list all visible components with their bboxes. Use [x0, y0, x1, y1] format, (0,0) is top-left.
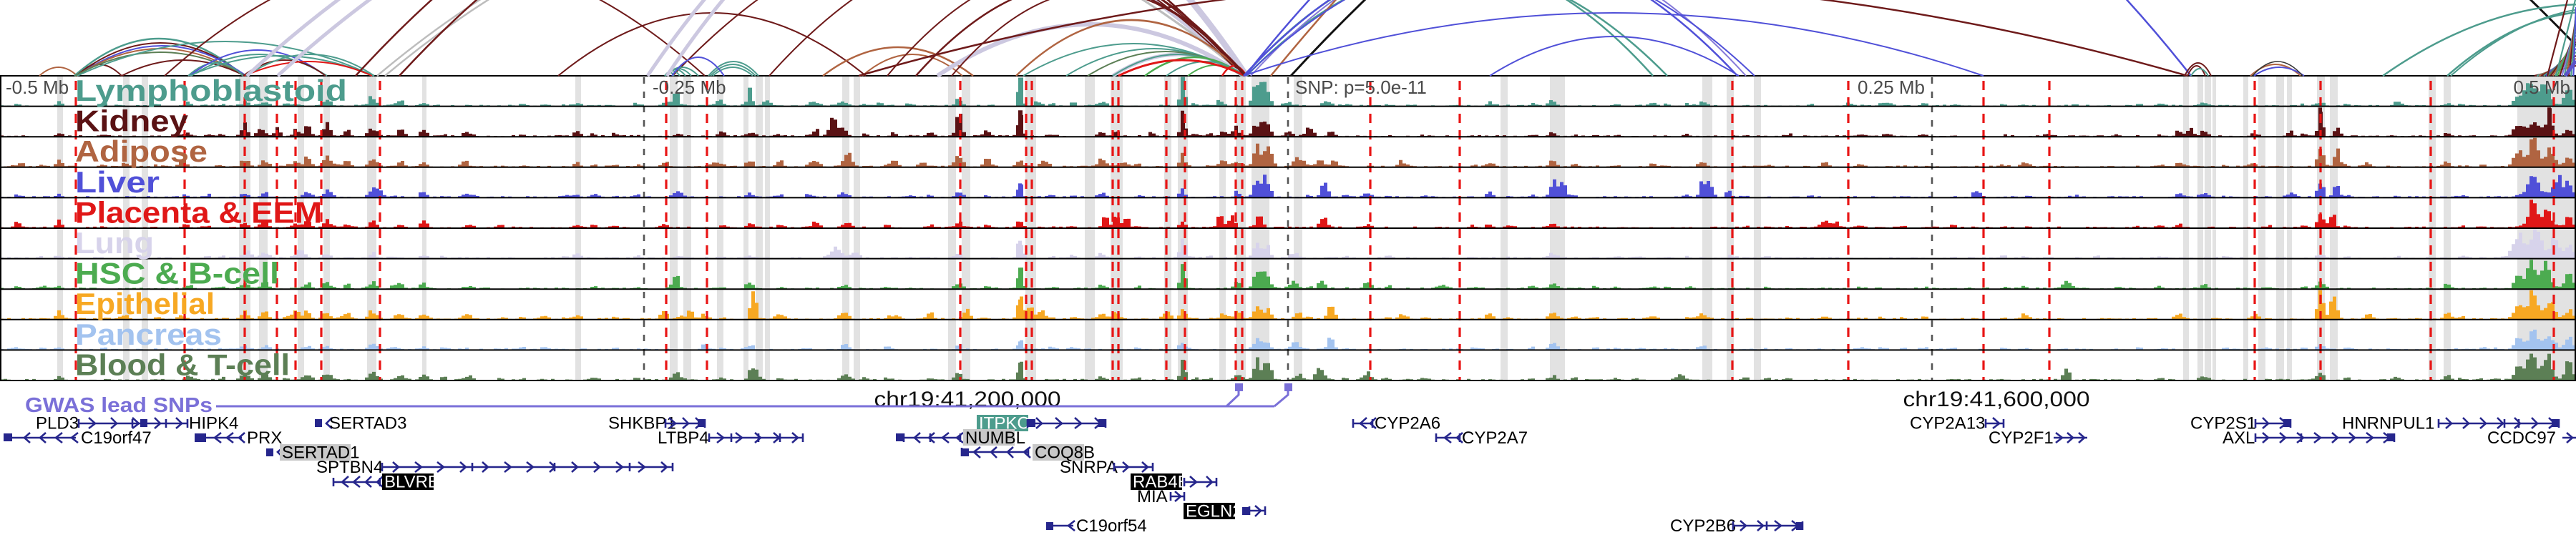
svg-text:CYP2A13: CYP2A13	[1910, 414, 1985, 433]
svg-text:CYP2S1: CYP2S1	[2190, 414, 2256, 433]
svg-text:Pancreas: Pancreas	[75, 318, 222, 351]
svg-text:SERTAD1: SERTAD1	[282, 443, 359, 463]
svg-text:C19orf47: C19orf47	[81, 428, 152, 448]
svg-text:Lung: Lung	[75, 226, 154, 260]
svg-text:Adipose: Adipose	[75, 134, 208, 168]
svg-text:Epithelial: Epithelial	[75, 287, 215, 320]
svg-text:Placenta & EEM: Placenta & EEM	[75, 195, 322, 229]
svg-text:Lymphoblastoid: Lymphoblastoid	[75, 74, 347, 107]
svg-text:SPTBN4: SPTBN4	[316, 458, 383, 477]
svg-text:SNP: p=5.0e-11: SNP: p=5.0e-11	[1295, 77, 1427, 98]
svg-text:NUMBL: NUMBL	[965, 428, 1025, 448]
svg-text:CYP2B6: CYP2B6	[1670, 516, 1736, 536]
svg-text:C19orf54: C19orf54	[1076, 516, 1147, 536]
svg-text:AXL: AXL	[2223, 428, 2255, 448]
svg-text:Kidney: Kidney	[75, 104, 189, 138]
svg-text:HIPK4: HIPK4	[189, 414, 238, 433]
svg-text:CYP2F1: CYP2F1	[1989, 428, 2054, 448]
svg-text:CCDC97: CCDC97	[2487, 428, 2556, 448]
svg-text:SNRPA: SNRPA	[1060, 458, 1118, 477]
svg-text:MIA: MIA	[1137, 487, 1168, 506]
svg-text:HNRNPUL1: HNRNPUL1	[2342, 414, 2434, 433]
svg-text:-0.5 Mb: -0.5 Mb	[6, 77, 69, 98]
svg-text:RAB4B: RAB4B	[1133, 473, 1189, 492]
svg-text:Liver: Liver	[75, 165, 160, 199]
svg-text:chr19:41,200,000: chr19:41,200,000	[874, 388, 1061, 411]
svg-text:chr19:41,600,000: chr19:41,600,000	[1903, 388, 2090, 411]
svg-text:COQ8B: COQ8B	[1035, 443, 1095, 463]
svg-text:-0.25 Mb: -0.25 Mb	[653, 77, 726, 98]
svg-text:0.25 Mb: 0.25 Mb	[1858, 77, 1925, 98]
svg-text:CYP2A6: CYP2A6	[1375, 414, 1440, 433]
svg-text:SERTAD3: SERTAD3	[329, 414, 406, 433]
svg-text:GWAS lead SNPs: GWAS lead SNPs	[25, 394, 213, 417]
svg-text:CYP2A7: CYP2A7	[1462, 428, 1528, 448]
svg-text:HSC & B-cell: HSC & B-cell	[75, 257, 279, 290]
svg-text:EGLN2: EGLN2	[1186, 502, 1242, 521]
svg-text:LTBP4: LTBP4	[658, 428, 709, 448]
svg-text:PRX: PRX	[247, 428, 282, 448]
svg-text:PLD3: PLD3	[36, 414, 79, 433]
svg-text:Blood & T-cell: Blood & T-cell	[75, 348, 290, 381]
svg-text:BLVRB: BLVRB	[384, 473, 439, 492]
svg-text:0.5 Mb: 0.5 Mb	[2514, 77, 2571, 98]
